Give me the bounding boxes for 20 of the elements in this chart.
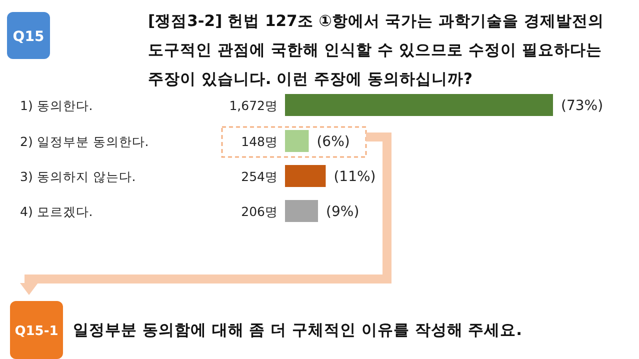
data-label: 1,672명 <box>229 98 278 113</box>
annotation: (9%) <box>326 204 360 220</box>
text: 일정부분 동의함에 대해 좀 더 구체적인 이유를 작성해 주세요. <box>73 321 522 339</box>
bar <box>285 165 326 187</box>
text: Q15 <box>12 29 44 45</box>
y-tick-label: 4) 모르겠다. <box>20 204 93 219</box>
chart-title: [쟁점3-2] 헌법 127조 ①항에서 국가는 과학기술을 경제발전의 도구적인 관점에 국한해 인식할 수 있으므로 수정이 필요하다는 주장이 있습니다. 이런 주장에 동의하십니까? <box>148 12 604 88</box>
bar <box>285 130 309 152</box>
data-label: 148명 <box>241 134 278 149</box>
annotation: (73%) <box>561 98 604 114</box>
data-label: 206명 <box>241 204 278 219</box>
bar <box>285 94 553 116</box>
annotation: (6%) <box>316 134 350 150</box>
y-tick-label: 2) 일정부분 동의한다. <box>20 134 149 149</box>
bar <box>285 200 318 222</box>
annotation: (11%) <box>334 169 376 185</box>
text: Q15-1 <box>14 324 58 339</box>
y-tick-label: 3) 동의하지 않는다. <box>20 169 136 184</box>
data-label: 254명 <box>241 169 278 184</box>
y-tick-label: 1) 동의한다. <box>20 98 93 113</box>
